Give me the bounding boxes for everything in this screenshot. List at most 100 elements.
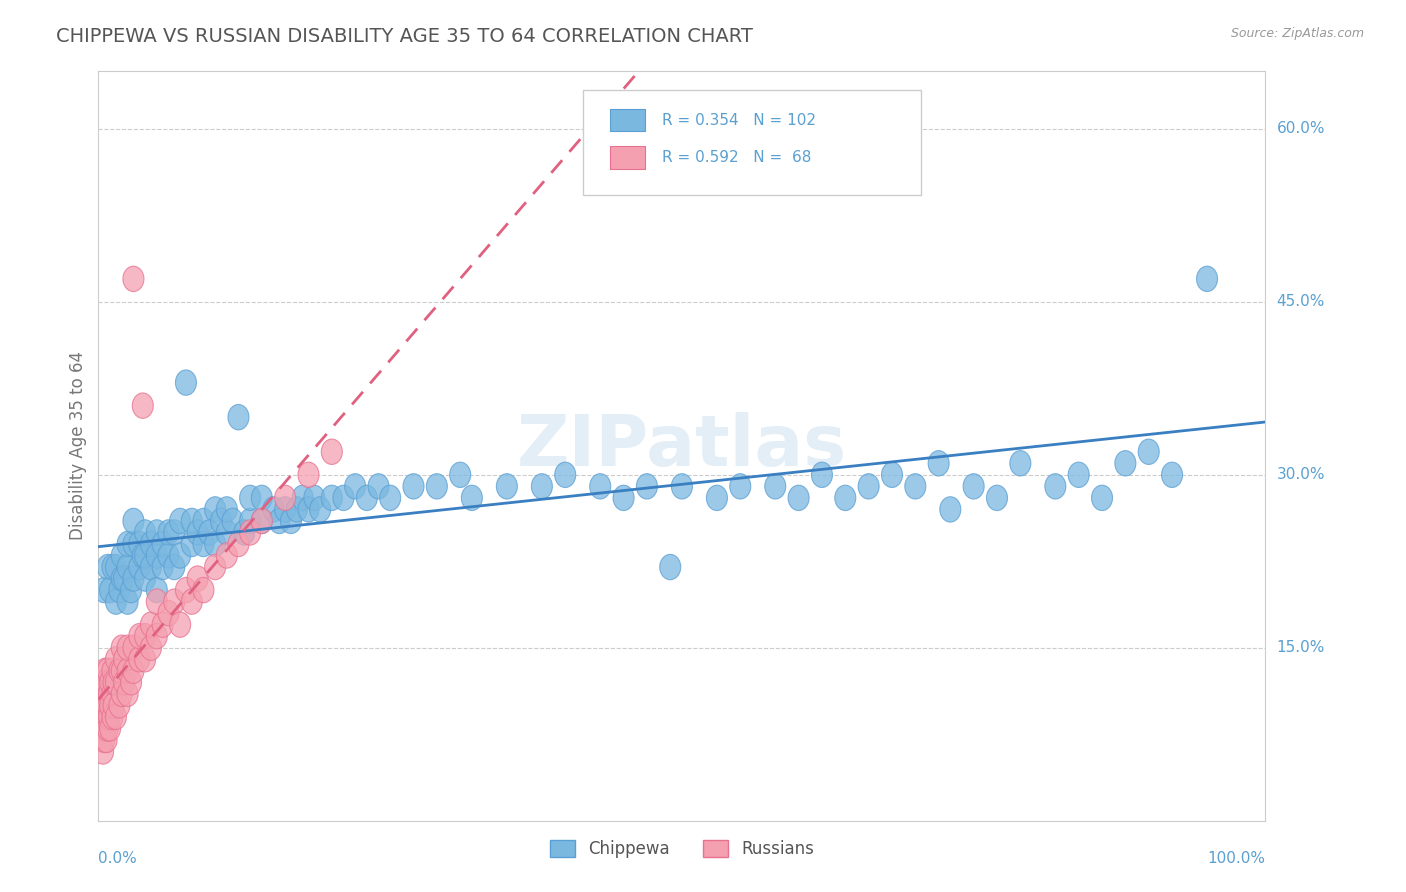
Ellipse shape: [217, 543, 238, 568]
Ellipse shape: [292, 485, 314, 510]
Ellipse shape: [108, 693, 129, 718]
Ellipse shape: [298, 462, 319, 488]
Ellipse shape: [146, 577, 167, 603]
Ellipse shape: [122, 658, 143, 683]
Ellipse shape: [333, 485, 354, 510]
Ellipse shape: [94, 577, 115, 603]
Ellipse shape: [96, 681, 115, 706]
Text: 45.0%: 45.0%: [1277, 294, 1324, 310]
FancyBboxPatch shape: [610, 146, 644, 169]
Ellipse shape: [163, 589, 184, 615]
Ellipse shape: [322, 485, 342, 510]
Ellipse shape: [105, 647, 127, 672]
Ellipse shape: [344, 474, 366, 499]
Ellipse shape: [141, 532, 162, 557]
Ellipse shape: [730, 474, 751, 499]
Ellipse shape: [100, 670, 121, 695]
Ellipse shape: [170, 543, 191, 568]
Ellipse shape: [239, 520, 260, 545]
Ellipse shape: [122, 266, 143, 292]
Ellipse shape: [121, 577, 142, 603]
Ellipse shape: [211, 508, 232, 533]
Ellipse shape: [1091, 485, 1112, 510]
Ellipse shape: [122, 635, 143, 660]
Ellipse shape: [380, 485, 401, 510]
Ellipse shape: [659, 554, 681, 580]
Ellipse shape: [309, 497, 330, 522]
Ellipse shape: [117, 554, 138, 580]
Ellipse shape: [97, 554, 118, 580]
Ellipse shape: [157, 600, 179, 626]
Ellipse shape: [111, 635, 132, 660]
Ellipse shape: [170, 508, 191, 533]
Ellipse shape: [117, 658, 138, 683]
Ellipse shape: [672, 474, 692, 499]
Ellipse shape: [146, 520, 167, 545]
Ellipse shape: [280, 508, 301, 533]
Ellipse shape: [94, 693, 115, 718]
Ellipse shape: [928, 450, 949, 476]
Ellipse shape: [129, 532, 150, 557]
FancyBboxPatch shape: [610, 109, 644, 131]
Ellipse shape: [176, 577, 197, 603]
Ellipse shape: [132, 543, 153, 568]
Ellipse shape: [765, 474, 786, 499]
Text: R = 0.592   N =  68: R = 0.592 N = 68: [662, 150, 811, 165]
Ellipse shape: [706, 485, 727, 510]
Ellipse shape: [835, 485, 856, 510]
Ellipse shape: [637, 474, 658, 499]
Ellipse shape: [274, 485, 295, 510]
Ellipse shape: [111, 681, 132, 706]
Ellipse shape: [1069, 462, 1090, 488]
Ellipse shape: [152, 612, 173, 638]
Ellipse shape: [531, 474, 553, 499]
Ellipse shape: [100, 693, 121, 718]
Ellipse shape: [146, 543, 167, 568]
Ellipse shape: [97, 658, 118, 683]
Ellipse shape: [239, 508, 260, 533]
Text: 100.0%: 100.0%: [1208, 851, 1265, 865]
Ellipse shape: [228, 404, 249, 430]
Ellipse shape: [152, 532, 173, 557]
Ellipse shape: [117, 589, 138, 615]
Ellipse shape: [135, 566, 156, 591]
Ellipse shape: [754, 151, 775, 177]
Ellipse shape: [129, 624, 150, 648]
Ellipse shape: [114, 647, 135, 672]
Ellipse shape: [97, 715, 118, 741]
Ellipse shape: [217, 497, 238, 522]
Ellipse shape: [304, 485, 325, 510]
Ellipse shape: [589, 474, 610, 499]
Ellipse shape: [100, 715, 121, 741]
Ellipse shape: [117, 532, 138, 557]
Ellipse shape: [98, 681, 120, 706]
Ellipse shape: [963, 474, 984, 499]
Ellipse shape: [356, 485, 377, 510]
Ellipse shape: [105, 554, 127, 580]
Ellipse shape: [1010, 450, 1031, 476]
Ellipse shape: [269, 508, 290, 533]
Ellipse shape: [193, 508, 214, 533]
Ellipse shape: [157, 520, 179, 545]
Ellipse shape: [239, 485, 260, 510]
Ellipse shape: [205, 554, 225, 580]
Ellipse shape: [96, 727, 117, 753]
Ellipse shape: [170, 612, 191, 638]
Ellipse shape: [129, 647, 150, 672]
Ellipse shape: [94, 727, 115, 753]
Ellipse shape: [91, 693, 112, 718]
Ellipse shape: [122, 566, 143, 591]
Ellipse shape: [117, 681, 138, 706]
Ellipse shape: [94, 670, 115, 695]
Ellipse shape: [132, 393, 153, 418]
Ellipse shape: [141, 612, 162, 638]
Ellipse shape: [193, 577, 214, 603]
Ellipse shape: [135, 624, 156, 648]
Ellipse shape: [187, 520, 208, 545]
Ellipse shape: [222, 508, 243, 533]
Text: CHIPPEWA VS RUSSIAN DISABILITY AGE 35 TO 64 CORRELATION CHART: CHIPPEWA VS RUSSIAN DISABILITY AGE 35 TO…: [56, 27, 754, 45]
Ellipse shape: [228, 532, 249, 557]
Ellipse shape: [298, 497, 319, 522]
Ellipse shape: [1197, 266, 1218, 292]
Ellipse shape: [198, 520, 219, 545]
